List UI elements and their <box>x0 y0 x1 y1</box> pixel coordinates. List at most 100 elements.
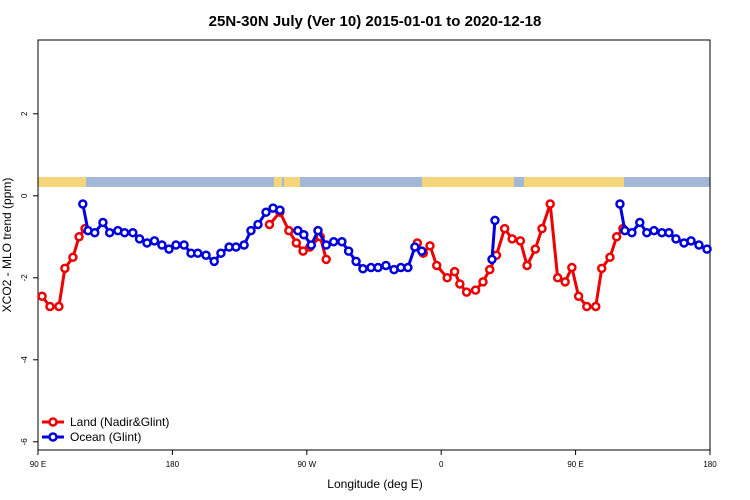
data-point <box>264 219 275 230</box>
data-point <box>530 244 541 254</box>
data-point <box>157 240 167 250</box>
data-point <box>605 252 615 263</box>
data-point <box>573 291 584 301</box>
data-point <box>507 234 517 244</box>
data-point <box>545 199 555 209</box>
data-point <box>490 215 500 226</box>
data-point <box>306 240 317 250</box>
y-tick-label: -2 <box>20 274 29 282</box>
data-point <box>284 225 294 236</box>
data-point <box>455 279 465 289</box>
data-point <box>442 273 452 283</box>
data-point <box>552 273 563 283</box>
data-point <box>74 232 84 242</box>
y-tick-label: 2 <box>20 111 29 116</box>
x-tick-label: 180 <box>166 460 180 469</box>
data-point <box>417 246 427 256</box>
data-point <box>293 225 303 236</box>
data-point <box>298 246 308 256</box>
data-point <box>627 227 637 238</box>
data-point <box>487 254 497 265</box>
data-point <box>560 277 570 287</box>
x-tick-label: 90 E <box>567 460 583 469</box>
data-point <box>261 207 271 217</box>
y-tick-label: -4 <box>20 356 29 364</box>
y-tick-label: 0 <box>20 193 29 198</box>
data-point <box>119 227 130 238</box>
data-point <box>149 236 160 246</box>
data-point <box>522 260 532 271</box>
data-point <box>253 219 263 230</box>
data-point <box>702 244 712 254</box>
data-point <box>343 246 354 256</box>
data-point <box>179 240 189 250</box>
data-point <box>499 223 510 234</box>
legend-marker <box>48 417 58 427</box>
data-point <box>104 227 115 238</box>
data-point <box>216 248 226 258</box>
y-axis-label: XCO2 - MLO trend (ppm) <box>0 178 14 313</box>
x-tick-label: 90 E <box>30 460 46 469</box>
data-point <box>649 225 659 236</box>
data-point <box>193 248 203 258</box>
data-point <box>78 199 88 209</box>
data-point <box>313 225 323 236</box>
data-point <box>164 244 174 254</box>
data-point <box>611 232 622 242</box>
chart-title: 25N-30N July (Ver 10) 2015-01-01 to 2020… <box>209 13 542 30</box>
data-point <box>470 285 481 295</box>
legend-label: Land (Nadir&Glint) <box>70 415 169 429</box>
data-point <box>299 230 309 240</box>
y-tick-label: -6 <box>20 438 29 446</box>
data-point <box>321 240 331 250</box>
series-line <box>40 203 625 308</box>
data-point <box>54 301 64 312</box>
data-point <box>582 301 592 312</box>
data-point <box>664 227 674 238</box>
data-point <box>596 263 607 274</box>
data-point <box>209 256 219 267</box>
data-point <box>567 262 577 273</box>
data-point <box>615 199 625 209</box>
data-point <box>37 291 47 301</box>
data-point <box>60 263 70 274</box>
data-point <box>89 227 100 238</box>
data-point <box>98 217 108 228</box>
data-point <box>291 238 302 248</box>
legend-label: Ocean (Glint) <box>70 430 141 444</box>
data-point <box>686 236 696 246</box>
data-point <box>246 225 256 236</box>
data-point <box>461 287 472 297</box>
land-mask-strip <box>38 177 710 187</box>
data-point <box>478 277 488 287</box>
data-point <box>694 240 704 250</box>
data-point <box>201 250 211 260</box>
data-point <box>425 241 435 251</box>
data-point <box>635 217 645 228</box>
data-point <box>337 236 347 247</box>
x-axis-label: Longitude (deg E) <box>327 477 422 491</box>
data-point <box>403 262 413 273</box>
data-point <box>431 260 442 271</box>
data-point <box>231 242 241 252</box>
data-point <box>128 227 138 238</box>
x-tick-label: 180 <box>703 460 717 469</box>
data-point <box>239 240 249 250</box>
data-point <box>358 264 368 274</box>
legend-marker <box>48 432 58 442</box>
data-point <box>351 256 361 267</box>
data-point <box>142 238 152 248</box>
data-point <box>671 234 681 244</box>
data-point <box>321 254 331 265</box>
x-tick-label: 90 W <box>297 460 316 469</box>
data-point <box>373 262 383 273</box>
data-point <box>591 301 601 312</box>
data-point <box>537 223 547 234</box>
data-point <box>515 236 526 246</box>
plot-frame <box>37 39 711 451</box>
data-point <box>134 234 145 244</box>
data-point <box>381 260 391 271</box>
data-point <box>45 301 55 312</box>
data-point <box>449 266 460 277</box>
